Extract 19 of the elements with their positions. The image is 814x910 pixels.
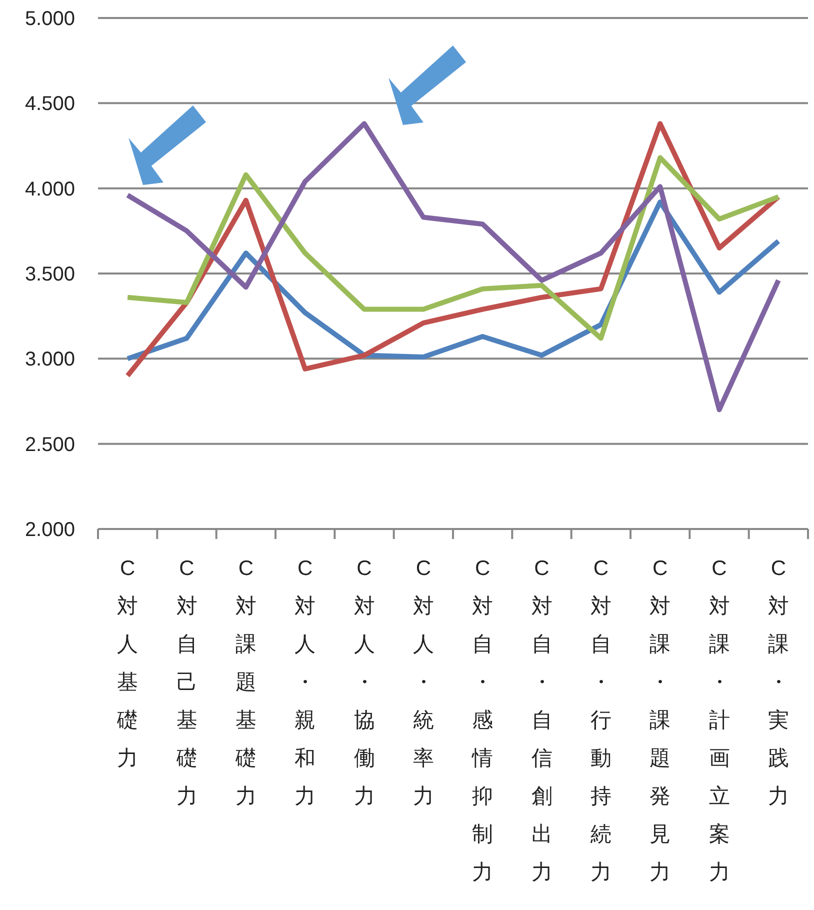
x-tick-label: C対人・親和力 bbox=[294, 557, 316, 808]
x-tick-label: C対人・協働力 bbox=[354, 557, 375, 808]
x-tick-label: C対人基礎力 bbox=[116, 557, 138, 770]
y-tick-label: 4.000 bbox=[24, 178, 75, 200]
category-label: C対自・行動持続力 bbox=[590, 557, 612, 884]
x-tick-label: C対課題基礎力 bbox=[234, 557, 256, 808]
x-tick-label: C対人・統率力 bbox=[412, 557, 434, 808]
y-tick-label: 2.000 bbox=[24, 519, 75, 541]
y-tick-label: 2.500 bbox=[24, 434, 75, 456]
category-label: C対課・課題発見力 bbox=[650, 557, 671, 884]
y-tick-label: 3.500 bbox=[24, 264, 75, 286]
y-tick-label: 5.000 bbox=[24, 8, 75, 30]
x-tick-label: C対課・実践力 bbox=[768, 557, 789, 808]
y-tick-label: 4.500 bbox=[24, 93, 75, 116]
category-label: C対自・自信創出力 bbox=[531, 557, 552, 884]
x-tick-label: C対自己基礎力 bbox=[175, 557, 198, 808]
y-tick-label: 3.000 bbox=[24, 348, 75, 371]
category-label: C対自・感情抑制力 bbox=[472, 557, 494, 884]
category-label: C対課・計画立案力 bbox=[708, 557, 730, 884]
